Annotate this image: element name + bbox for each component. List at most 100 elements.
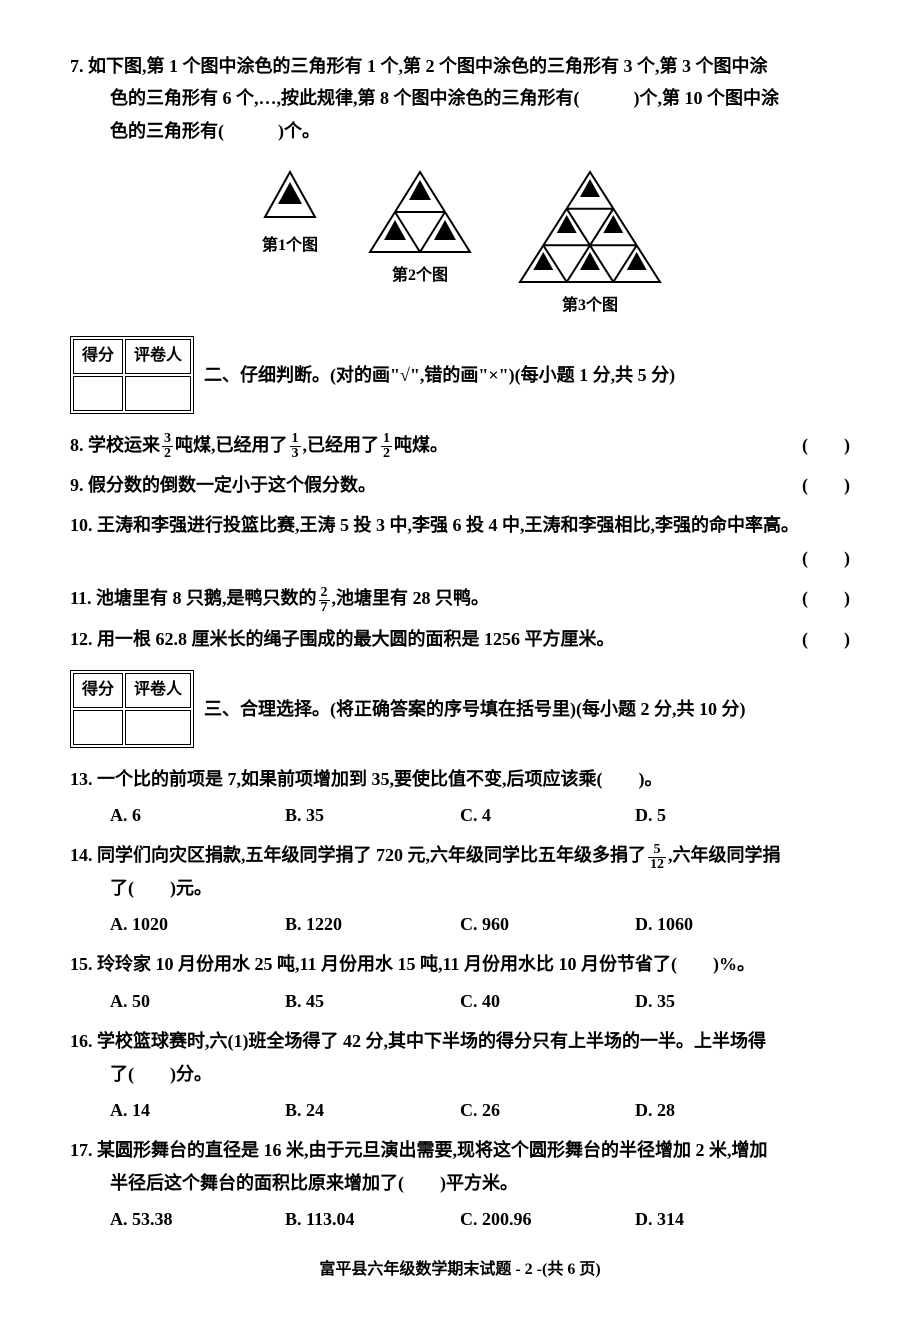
q15-opt-a: A. 50 [110, 985, 285, 1017]
score-cell-empty-3 [73, 710, 123, 745]
q10-text: 10. 王涛和李强进行投篮比赛,王涛 5 投 3 中,李强 6 投 4 中,王涛… [70, 509, 850, 541]
triangle-fig-3: 第3个图 [515, 167, 665, 321]
q11-fd: 7 [319, 601, 330, 615]
grader-cell-empty-3 [125, 710, 191, 745]
q14-pre: 14. 同学们向灾区捐款,五年级同学捐了 720 元,六年级同学比五年级多捐了 [70, 845, 646, 865]
q13-opt-c: C. 4 [460, 799, 635, 831]
score-box-2: 得分 评卷人 [70, 336, 194, 414]
grader-cell-empty [125, 376, 191, 411]
q15-options: A. 50 B. 45 C. 40 D. 35 [70, 985, 850, 1017]
question-13: 13. 一个比的前项是 7,如果前项增加到 35,要使比值不变,后项应该乘( )… [70, 763, 850, 832]
score-col-label: 得分 [73, 339, 123, 374]
q17-opt-b: B. 113.04 [285, 1203, 460, 1235]
q9-text: 9. 假分数的倒数一定小于这个假分数。 [70, 469, 782, 501]
question-16: 16. 学校篮球赛时,六(1)班全场得了 42 分,其中下半场的得分只有上半场的… [70, 1025, 850, 1126]
q16-opt-d: D. 28 [635, 1094, 810, 1126]
score-box-3: 得分 评卷人 [70, 670, 194, 748]
triangle-figures: 第1个图 第2个图 [70, 167, 850, 321]
q12-paren: ( ) [782, 623, 850, 655]
q14-opt-d: D. 1060 [635, 908, 810, 940]
q17-opt-d: D. 314 [635, 1203, 810, 1235]
q8-frac2: 13 [290, 432, 301, 461]
q8-post: 吨煤。 [394, 435, 448, 455]
q16-opt-a: A. 14 [110, 1094, 285, 1126]
page-footer: 富平县六年级数学期末试题 - 2 -(共 6 页) [70, 1256, 850, 1285]
q16-line2: 了( )分。 [70, 1058, 850, 1090]
q14-line1: 14. 同学们向灾区捐款,五年级同学捐了 720 元,六年级同学比五年级多捐了5… [70, 839, 850, 871]
triangle-fig-2: 第2个图 [365, 167, 475, 321]
triangle-svg-3 [515, 167, 665, 287]
question-11: 11. 池塘里有 8 只鹅,是鸭只数的27,池塘里有 28 只鸭。 ( ) [70, 582, 850, 614]
question-12: 12. 用一根 62.8 厘米长的绳子围成的最大圆的面积是 1256 平方厘米。… [70, 623, 850, 655]
score-cell-empty [73, 376, 123, 411]
q11-pre: 11. 池塘里有 8 只鹅,是鸭只数的 [70, 588, 317, 608]
q12-text: 12. 用一根 62.8 厘米长的绳子围成的最大圆的面积是 1256 平方厘米。 [70, 623, 782, 655]
q14-options: A. 1020 B. 1220 C. 960 D. 1060 [70, 908, 850, 940]
q14-post: ,六年级同学捐 [668, 845, 781, 865]
triangle-svg-1 [255, 167, 325, 227]
q14-line2: 了( )元。 [70, 872, 850, 904]
q8-mid1: 吨煤,已经用了 [175, 435, 288, 455]
q11-text: 11. 池塘里有 8 只鹅,是鸭只数的27,池塘里有 28 只鸭。 [70, 582, 782, 614]
q8-text: 8. 学校运来32吨煤,已经用了13,已经用了12吨煤。 [70, 429, 782, 461]
q14-fd: 12 [648, 858, 666, 872]
question-7: 7. 如下图,第 1 个图中涂色的三角形有 1 个,第 2 个图中涂色的三角形有… [70, 50, 850, 321]
q17-opt-a: A. 53.38 [110, 1203, 285, 1235]
q17-line1: 17. 某圆形舞台的直径是 16 米,由于元旦演出需要,现将这个圆形舞台的半径增… [70, 1134, 850, 1166]
q13-text: 13. 一个比的前项是 7,如果前项增加到 35,要使比值不变,后项应该乘( )… [70, 763, 850, 795]
q8-pre: 8. 学校运来 [70, 435, 160, 455]
triangle-caption-1: 第1个图 [262, 232, 318, 261]
grader-col-label: 评卷人 [125, 339, 191, 374]
question-10: 10. 王涛和李强进行投篮比赛,王涛 5 投 3 中,李强 6 投 4 中,王涛… [70, 509, 850, 574]
q11-frac: 27 [319, 586, 330, 615]
q11-post: ,池塘里有 28 只鸭。 [332, 588, 490, 608]
section-2-header: 得分 评卷人 二、仔细判断。(对的画"√",错的画"×")(每小题 1 分,共 … [70, 336, 850, 414]
q16-options: A. 14 B. 24 C. 26 D. 28 [70, 1094, 850, 1126]
q14-opt-a: A. 1020 [110, 908, 285, 940]
q14-opt-c: C. 960 [460, 908, 635, 940]
q13-opt-a: A. 6 [110, 799, 285, 831]
q8-f2n: 1 [290, 432, 301, 447]
triangle-fig-1: 第1个图 [255, 167, 325, 321]
question-9: 9. 假分数的倒数一定小于这个假分数。 ( ) [70, 469, 850, 501]
q13-options: A. 6 B. 35 C. 4 D. 5 [70, 799, 850, 831]
q15-opt-c: C. 40 [460, 985, 635, 1017]
q7-line2: 色的三角形有 6 个,…,按此规律,第 8 个图中涂色的三角形有( )个,第 1… [70, 82, 850, 114]
question-8: 8. 学校运来32吨煤,已经用了13,已经用了12吨煤。 ( ) [70, 429, 850, 461]
q8-f1d: 2 [162, 447, 173, 461]
q13-opt-b: B. 35 [285, 799, 460, 831]
question-17: 17. 某圆形舞台的直径是 16 米,由于元旦演出需要,现将这个圆形舞台的半径增… [70, 1134, 850, 1235]
q8-f3d: 2 [381, 447, 392, 461]
q8-f3n: 1 [381, 432, 392, 447]
q8-paren: ( ) [782, 429, 850, 461]
q9-paren: ( ) [782, 469, 850, 501]
q8-mid2: ,已经用了 [303, 435, 380, 455]
section-2-title: 二、仔细判断。(对的画"√",错的画"×")(每小题 1 分,共 5 分) [204, 359, 675, 391]
q15-opt-d: D. 35 [635, 985, 810, 1017]
score-col-label-3: 得分 [73, 673, 123, 708]
question-15: 15. 玲玲家 10 月份用水 25 吨,11 月份用水 15 吨,11 月份用… [70, 948, 850, 1017]
q17-options: A. 53.38 B. 113.04 C. 200.96 D. 314 [70, 1203, 850, 1235]
q11-paren: ( ) [782, 582, 850, 614]
q8-frac1: 32 [162, 432, 173, 461]
triangle-svg-2 [365, 167, 475, 257]
q7-line1: 7. 如下图,第 1 个图中涂色的三角形有 1 个,第 2 个图中涂色的三角形有… [70, 50, 850, 82]
q17-line2: 半径后这个舞台的面积比原来增加了( )平方米。 [70, 1167, 850, 1199]
q10-paren: ( ) [70, 542, 850, 574]
q8-f1n: 3 [162, 432, 173, 447]
q17-opt-c: C. 200.96 [460, 1203, 635, 1235]
q7-line3: 色的三角形有( )个。 [70, 115, 850, 147]
q8-frac3: 12 [381, 432, 392, 461]
q16-opt-b: B. 24 [285, 1094, 460, 1126]
triangle-caption-2: 第2个图 [392, 262, 448, 291]
q8-f2d: 3 [290, 447, 301, 461]
section-3-title: 三、合理选择。(将正确答案的序号填在括号里)(每小题 2 分,共 10 分) [204, 693, 745, 725]
section-3-header: 得分 评卷人 三、合理选择。(将正确答案的序号填在括号里)(每小题 2 分,共 … [70, 670, 850, 748]
grader-col-label-3: 评卷人 [125, 673, 191, 708]
q11-fn: 2 [319, 586, 330, 601]
q15-text: 15. 玲玲家 10 月份用水 25 吨,11 月份用水 15 吨,11 月份用… [70, 948, 850, 980]
q16-line1: 16. 学校篮球赛时,六(1)班全场得了 42 分,其中下半场的得分只有上半场的… [70, 1025, 850, 1057]
q13-opt-d: D. 5 [635, 799, 810, 831]
triangle-caption-3: 第3个图 [562, 292, 618, 321]
q14-fn: 5 [648, 843, 666, 858]
